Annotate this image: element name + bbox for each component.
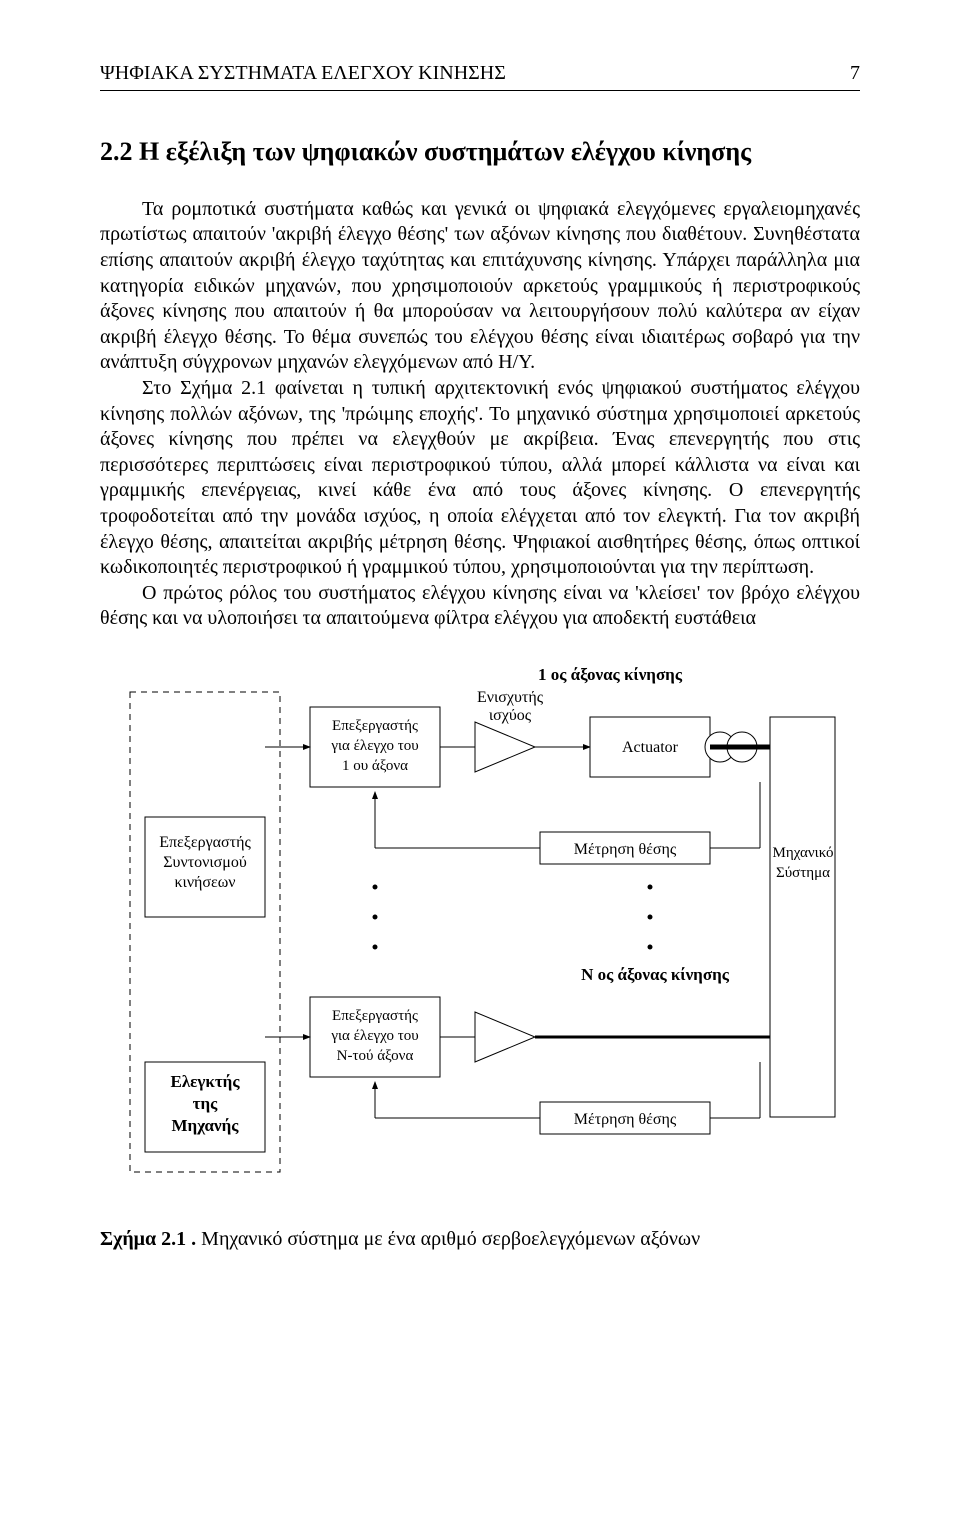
coord-l1: Επεξεργαστής <box>159 834 251 851</box>
ctrl-l2: της <box>193 1094 218 1113</box>
axis1-title: 1 ος άξονας κίνησης <box>538 665 683 684</box>
actuator-label: Actuator <box>622 739 679 756</box>
paragraph-2: Στο Σχήμα 2.1 φαίνεται η τυπική αρχιτεκτ… <box>100 376 860 581</box>
procN-l1: Επεξεργαστής <box>332 1008 418 1024</box>
page-header: ΨΗΦΙΑΚΑ ΣΥΣΤΗΜΑΤΑ ΕΛΕΓΧΟΥ ΚΙΝΗΣΗΣ 7 <box>100 60 860 91</box>
caption-label: Σχήμα 2.1 . <box>100 1228 196 1250</box>
section-heading: 2.2 Η εξέλιξη των ψηφιακών συστημάτων ελ… <box>100 135 860 169</box>
ctrl-l3: Μηχανής <box>172 1116 240 1135</box>
proc1-l2: για έλεγχο του <box>330 738 418 754</box>
mech-l2: Σύστημα <box>776 865 830 881</box>
mech-l1: Μηχανικό <box>773 845 834 861</box>
caption-text: Μηχανικό σύστημα με ένα αριθμό σερβοελεγ… <box>196 1228 700 1250</box>
paragraph-1: Τα ρομποτικά συστήματα καθώς και γενικά … <box>100 197 860 376</box>
diagram-svg: Επεξεργαστής Συντονισμού κινήσεων Ελεγκτ… <box>110 662 850 1202</box>
axisN-title: Ν ος άξονας κίνησης <box>581 965 730 984</box>
paragraph-3: Ο πρώτος ρόλος του συστήματος ελέγχου κί… <box>100 581 860 632</box>
coord-l2: Συντονισμού <box>163 854 247 871</box>
proc1-l3: 1 ου άξονα <box>342 758 408 774</box>
metrN-label: Μέτρηση θέσης <box>574 1111 677 1128</box>
header-page-number: 7 <box>850 60 860 86</box>
ctrl-l1: Ελεγκτής <box>170 1072 240 1091</box>
block-diagram: Επεξεργαστής Συντονισμού κινήσεων Ελεγκτ… <box>100 662 860 1202</box>
proc1-l1: Επεξεργαστής <box>332 718 418 734</box>
procN-l2: για έλεγχο του <box>330 1028 418 1044</box>
amp-l1: Ενισχυτής <box>477 689 544 706</box>
metr1-label: Μέτρηση θέσης <box>574 841 677 858</box>
header-title: ΨΗΦΙΑΚΑ ΣΥΣΤΗΜΑΤΑ ΕΛΕΓΧΟΥ ΚΙΝΗΣΗΣ <box>100 60 506 86</box>
coord-l3: κινήσεων <box>174 874 235 891</box>
figure-caption: Σχήμα 2.1 . Μηχανικό σύστημα με ένα αριθ… <box>100 1226 860 1252</box>
procN-l3: Ν-τού άξονα <box>337 1048 414 1064</box>
amp-l2: ισχύος <box>489 707 532 724</box>
